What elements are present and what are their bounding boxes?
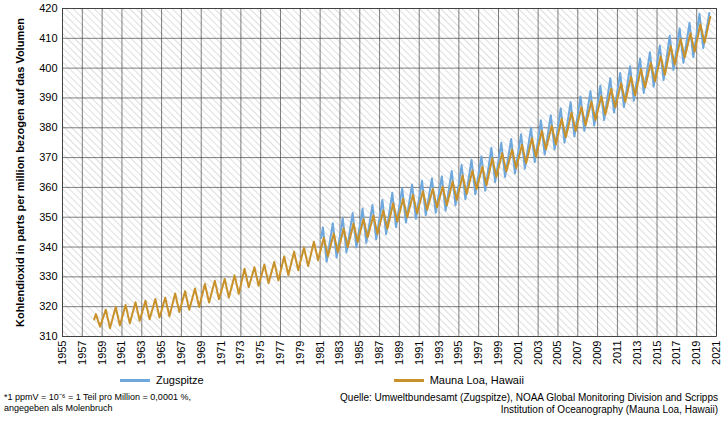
- svg-text:2017: 2017: [670, 341, 682, 365]
- svg-text:1955: 1955: [56, 341, 68, 365]
- svg-text:1959: 1959: [96, 341, 108, 365]
- svg-text:1991: 1991: [413, 341, 425, 365]
- svg-text:400: 400: [39, 62, 57, 74]
- html-text:*1 ppmV = 10⁻⁶ = 1 Teil pro Mi: *1 ppmV = 10⁻⁶ = 1 Teil pro Million = 0,…: [4, 392, 191, 402]
- html-text:Mauna Loa, Hawaii: Mauna Loa, Hawaii: [429, 374, 524, 386]
- svg-text:1997: 1997: [472, 341, 484, 365]
- svg-text:2019: 2019: [690, 341, 702, 365]
- html-text:Quelle: Umweltbundesamt (Zugsp: Quelle: Umweltbundesamt (Zugspitze), NOA…: [340, 392, 718, 403]
- svg-text:390: 390: [39, 91, 57, 103]
- svg-text:1987: 1987: [373, 341, 385, 365]
- svg-text:2005: 2005: [551, 341, 563, 365]
- svg-text:1983: 1983: [333, 341, 345, 365]
- svg-text:2013: 2013: [631, 341, 643, 365]
- svg-text:1975: 1975: [254, 341, 266, 365]
- svg-text:2021: 2021: [710, 341, 722, 365]
- svg-text:2009: 2009: [591, 341, 603, 365]
- svg-text:1969: 1969: [195, 341, 207, 365]
- svg-text:2001: 2001: [512, 341, 524, 365]
- svg-text:1971: 1971: [215, 341, 227, 365]
- svg-text:1963: 1963: [135, 341, 147, 365]
- svg-text:1989: 1989: [393, 341, 405, 365]
- svg-text:340: 340: [39, 241, 57, 253]
- svg-text:360: 360: [39, 181, 57, 193]
- svg-text:310: 310: [39, 330, 57, 342]
- svg-text:1973: 1973: [234, 341, 246, 365]
- svg-text:2011: 2011: [611, 341, 623, 365]
- svg-text:2007: 2007: [571, 341, 583, 365]
- svg-text:320: 320: [39, 300, 57, 312]
- html-text:Zugspitze: Zugspitze: [156, 374, 204, 386]
- svg-text:2003: 2003: [532, 341, 544, 365]
- svg-text:1979: 1979: [294, 341, 306, 365]
- html-text:angegeben als Molenbruch: angegeben als Molenbruch: [4, 403, 113, 413]
- svg-text:1977: 1977: [274, 341, 286, 365]
- svg-text:1965: 1965: [155, 341, 167, 365]
- svg-text:380: 380: [39, 121, 57, 133]
- svg-text:1999: 1999: [492, 341, 504, 365]
- svg-text:370: 370: [39, 151, 57, 163]
- svg-text:1981: 1981: [314, 341, 326, 365]
- svg-text:Kohlendioxid in parts per mill: Kohlendioxid in parts per million bezoge…: [14, 18, 26, 327]
- svg-text:1993: 1993: [433, 341, 445, 365]
- svg-text:1957: 1957: [76, 341, 88, 365]
- svg-text:420: 420: [39, 2, 57, 14]
- svg-text:350: 350: [39, 211, 57, 223]
- html-text:Institution of Oceanography (M: Institution of Oceanography (Mauna Loa, …: [500, 404, 718, 415]
- svg-text:2015: 2015: [651, 341, 663, 365]
- svg-text:410: 410: [39, 32, 57, 44]
- svg-text:1985: 1985: [353, 341, 365, 365]
- svg-text:1967: 1967: [175, 341, 187, 365]
- svg-text:330: 330: [39, 270, 57, 282]
- svg-text:1961: 1961: [115, 341, 127, 365]
- svg-text:1995: 1995: [452, 341, 464, 365]
